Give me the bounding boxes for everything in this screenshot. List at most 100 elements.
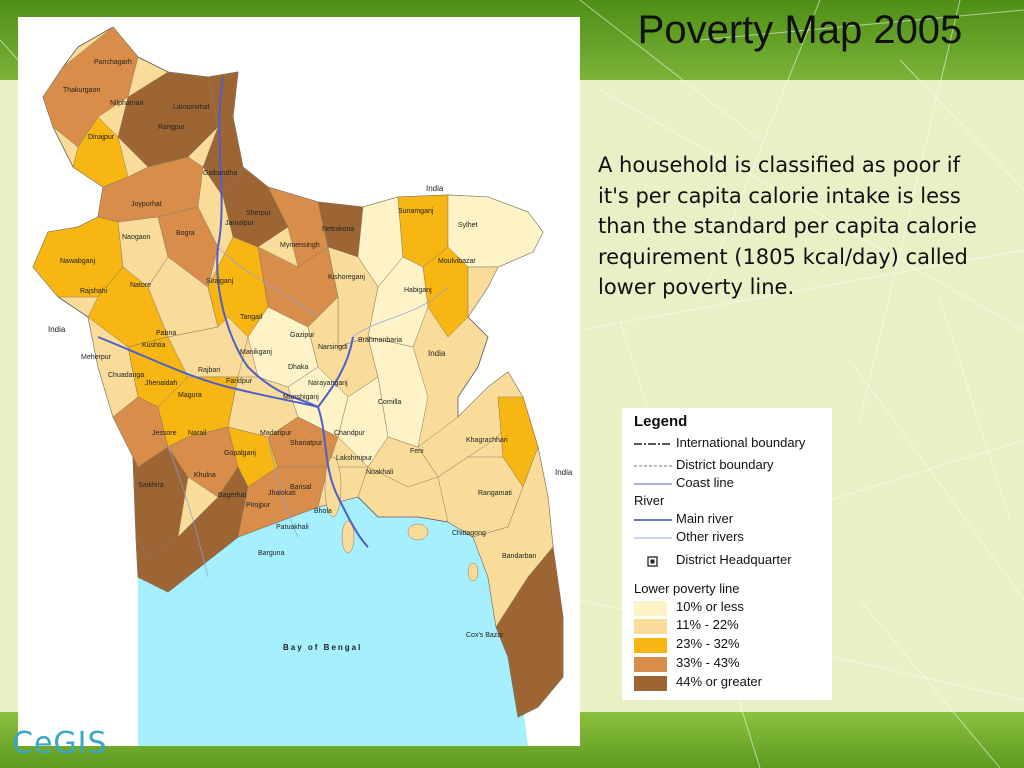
district-label: Nilphamari [110,100,144,107]
district-label: Kushtia [142,342,165,349]
district-label: Jamalpur [225,220,254,227]
district-label: Narayanganj [308,380,348,387]
map-legend: Legend International boundary District b… [622,408,832,700]
legend-class-4: 33% - 43% [634,655,824,673]
poverty-map: India India India India Bay of Bengal Pa… [18,17,580,746]
bay-of-bengal [138,497,528,746]
color-swatch [634,676,667,691]
district-label: Rajbari [198,367,221,374]
district-label: Magura [178,392,202,399]
color-swatch [634,657,667,672]
district-label: Narail [188,430,207,437]
district-label: Panchagarh [94,59,132,66]
district-label: Sunamganj [398,208,434,215]
poverty-districts [32,26,564,718]
legend-international-boundary: International boundary [634,435,824,453]
district-label: Habiganj [404,287,432,294]
district-label: Satkhira [138,482,164,489]
legend-main-river: Main river [634,511,824,529]
district-label: Tangail [240,314,263,321]
slide-description: A household is classified as poor if it'… [598,153,977,299]
district-label: Joypurhat [131,201,162,208]
district-label: Moulvibazar [438,258,476,265]
district-label: Jhenaidah [145,380,177,387]
district-label: Netrakona [322,226,354,233]
district-label: Cox's Bazar [466,632,504,639]
district-label: Bhola [314,508,332,515]
district-label: Barguna [258,550,285,557]
legend-class-2: 11% - 22% [634,617,824,635]
district-label: Munshiganj [283,394,319,401]
legend-class-5: 44% or greater [634,674,824,692]
color-swatch [634,601,667,616]
legend-other-rivers: Other rivers [634,529,824,547]
district-label: Gopalganj [224,450,256,457]
slide-title: Poverty Map 2005 [637,8,963,52]
district-label: Khagrachhari [466,437,508,444]
country-label-india-southeast: India [555,468,573,477]
district-label: Nawabganj [60,258,95,265]
district-label: Rajshahi [80,288,108,295]
district-label: Dinajpur [88,134,115,141]
district-label: Pabna [156,330,176,337]
coast-line-symbol [634,483,672,485]
country-label-india-north: India [426,184,444,193]
district-label: Bogra [176,230,195,237]
district-label: Madaripur [260,430,292,437]
district-label: Rangpur [158,124,186,131]
district-label: Bagerhat [218,492,246,499]
district-label: Natore [130,282,151,289]
district-label: Pirojpur [246,502,271,509]
district-label: Manikganj [240,349,272,356]
legend-poverty-heading: Lower poverty line [634,581,740,596]
country-label-india-east: India [428,349,446,358]
legend-district-boundary: District boundary [634,457,824,475]
legend-title: Legend [634,413,688,430]
country-label-india-west: India [48,325,66,334]
color-swatch [634,619,667,634]
map-canvas: India India India India Bay of Bengal Pa… [32,26,573,746]
district-label: Barisal [290,484,312,491]
district-label: Jhalokati [268,490,296,497]
district-label: Gaibandha [203,170,237,177]
district-label: Jessore [152,430,177,437]
district-label: Lakshmipur [336,455,373,462]
district-boundary-symbol [634,465,672,467]
other-rivers [167,246,449,578]
district-labels: Panchagarh Thakurgaon Nilphamari Lalmoni… [60,59,536,639]
district-label: Noakhali [366,469,394,476]
district-label: Brahmanbaria [358,337,402,344]
district-label: Mymensingh [280,242,320,249]
district-label: Naogaon [122,234,151,241]
district-label: Chittagong [452,530,486,537]
district-label: Dhaka [288,364,308,371]
main-river-symbol [634,519,672,521]
district-label: Meherpur [81,354,112,361]
district-label: Feni [410,448,424,455]
legend-district-headquarter: District Headquarter [634,552,824,570]
district-label: Thakurgaon [63,87,100,94]
sea-label: Bay of Bengal [283,643,362,652]
district-label: Chandpur [334,430,365,437]
district-label: Patuakhali [276,524,309,531]
district-label: Kishoreganj [328,274,365,281]
international-boundary-symbol [634,443,672,445]
color-swatch [634,638,667,653]
main-rivers [97,76,369,548]
district-label: Bandarban [502,553,536,560]
district-label: Shariatpur [290,440,323,447]
district-headquarter-icon [647,556,658,567]
district-label: Comilla [378,399,401,406]
district-label: Chuadanga [108,372,144,379]
district-label: Narsingdi [318,344,348,351]
district-label: Rangamati [478,490,512,497]
district-label: Sirajganj [206,278,234,285]
district-label: Faridpur [226,378,253,385]
district-label: Sherpur [246,210,272,217]
other-river-symbol [634,537,672,539]
district-label: Lalmonirhat [173,104,210,111]
district-label: Sylhet [458,222,478,229]
district-label: Gazipur [290,332,315,339]
legend-class-1: 10% or less [634,599,824,617]
legend-river-heading: River [634,493,665,508]
